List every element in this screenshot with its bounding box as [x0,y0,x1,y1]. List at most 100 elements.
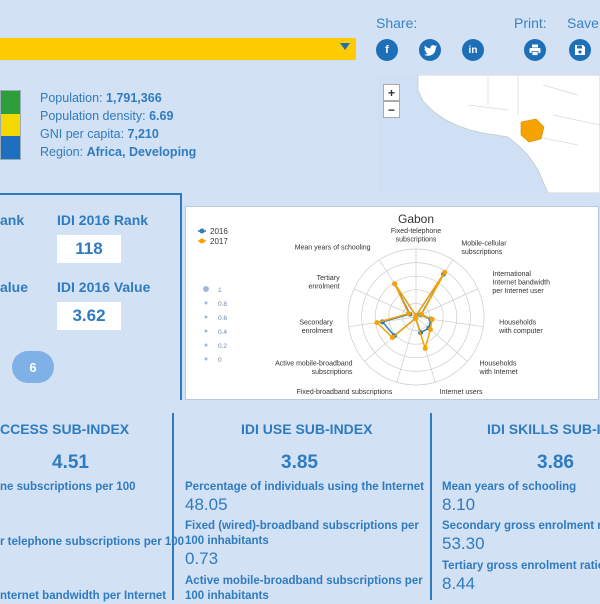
use-indicator-label: Active mobile-broadband subscriptions pe… [185,575,423,602]
twitter-icon[interactable] [419,39,441,61]
radial-tick-marker [204,343,208,347]
series-line-2017 [375,271,446,351]
radar-axis-label: Internet users [440,389,483,396]
value-label: IDI 2016 Value [57,279,151,295]
region-row: Region: Africa, Developing [40,145,197,159]
radar-axis-label: Mobile-cellular subscriptions [461,241,507,256]
radar-spoke [353,288,417,318]
country-select[interactable] [0,38,356,60]
density-value: 6.69 [149,109,174,123]
radar-axis-label: Active mobile-broadband subscriptions [275,360,353,376]
data-point-2017 [429,316,435,322]
column-divider [172,413,174,600]
population-value: 1,791,366 [106,91,162,105]
radar-spoke [415,288,479,318]
radial-tick-label: 0.4 [218,329,227,336]
radial-tick-label: 0.2 [218,343,227,350]
rank-panel [0,193,182,400]
density-row: Population density: 6.69 [40,109,174,123]
chevron-down-icon[interactable] [340,43,350,50]
rank-value: 118 [57,235,121,263]
population-row: Population: 1,791,366 [40,91,162,105]
access-title: CCESS SUB-INDEX [0,421,130,437]
gni-row: GNI per capita: 7,210 [40,127,159,141]
country-flag [0,90,21,160]
use-indicator-label: Fixed (wired)-broadband subscriptions pe… [185,520,419,547]
print-icon[interactable] [524,39,546,61]
save-icon[interactable] [569,39,591,61]
print-label: Print: [514,15,547,31]
skills-indicator-value: 8.44 [442,574,476,593]
radar-chart: Gabon 2016 2017 1 0.8 0.6 0.4 0.2 0 Fixed-telepho… [185,206,599,400]
data-point-2017 [413,315,419,321]
radar-axis-label: Secondary enrolment [299,319,333,335]
rank-label: IDI 2016 Rank [57,212,149,228]
radial-tick-marker [204,301,208,305]
data-point-2017 [389,334,395,340]
save-label: Save: [567,15,600,31]
radar-axis-label: Tertiary enrolment [308,275,340,291]
data-point-2017 [442,269,448,275]
radial-tick-label: 1 [218,287,222,294]
share-label: Share: [376,15,418,31]
access-indicator: ne subscriptions per 100 [0,481,136,493]
page-pill[interactable]: 6 [12,351,54,383]
radial-tick-marker [204,357,208,361]
use-indicator-value: 48.05 [185,495,228,514]
radial-tick-label: 0.6 [218,315,227,322]
prev-value-label: alue [0,279,29,295]
radar-axis-label: Fixed-broadband subscriptions [297,389,393,396]
data-point-2017 [392,281,398,287]
skills-indicator-label: Tertiary gross enrolment ratio [442,560,600,572]
radial-tick-label: 0.8 [218,301,227,308]
access-value: 4.51 [52,452,89,473]
gni-value: 7,210 [127,127,159,141]
prev-rank-label: ank [0,212,25,228]
column-divider [430,413,432,600]
data-point-2017 [374,320,380,326]
use-indicator-label: Percentage of individuals using the Inte… [185,481,424,493]
use-value: 3.85 [281,452,318,473]
access-indicator: nternet bandwidth per Internet [0,590,167,602]
skills-indicator-value: 8.10 [442,495,476,514]
use-title: IDI USE SUB-INDEX [241,421,373,437]
radar-axis-label: Households with Internet [478,360,517,376]
data-point-2017 [419,311,425,317]
radial-tick-marker [204,315,208,319]
legend-label: 2016 [210,227,228,236]
country-map[interactable] [378,75,600,193]
radar-spoke [396,316,417,383]
access-indicator: r telephone subscriptions per 100 [0,536,185,548]
legend-marker [199,238,205,244]
region-value: Africa, Developing [86,145,197,159]
radar-spoke [415,316,468,362]
radar-spoke [415,316,484,328]
map-graphic [417,75,600,193]
data-point-2017 [422,345,428,351]
legend-label: 2017 [210,237,228,246]
radar-axis-label: Mean years of schooling [295,245,371,252]
skills-title: IDI SKILLS SUB-IN [487,421,600,437]
gabon-highlight [520,118,545,143]
radar-axis-label: Households with computer [498,319,543,335]
radial-tick-marker [204,329,208,333]
chart-title: Gabon [398,212,434,226]
use-indicator-value: 0.73 [185,549,219,568]
data-point-2017 [406,311,412,317]
zoom-in-button[interactable]: + [383,84,400,101]
skills-indicator-label: Mean years of schooling [442,481,577,493]
skills-indicator-value: 53.30 [442,534,485,553]
facebook-icon[interactable]: f [376,39,398,61]
legend-marker [199,228,205,234]
skills-value: 3.86 [537,452,574,473]
skills-indicator-label: Secondary gross enrolment ratio [442,520,600,532]
zoom-out-button[interactable]: − [383,101,400,118]
radar-axis-label: Fixed-telephone subscriptions [391,228,441,244]
idi-value: 3.62 [57,302,121,330]
linkedin-icon[interactable]: in [462,39,484,61]
radial-tick-label: 0 [218,357,222,364]
radial-tick-marker [203,286,209,292]
radar-axis-label: International Internet bandwidth per Inter… [492,271,550,295]
data-point-2017 [427,326,433,332]
